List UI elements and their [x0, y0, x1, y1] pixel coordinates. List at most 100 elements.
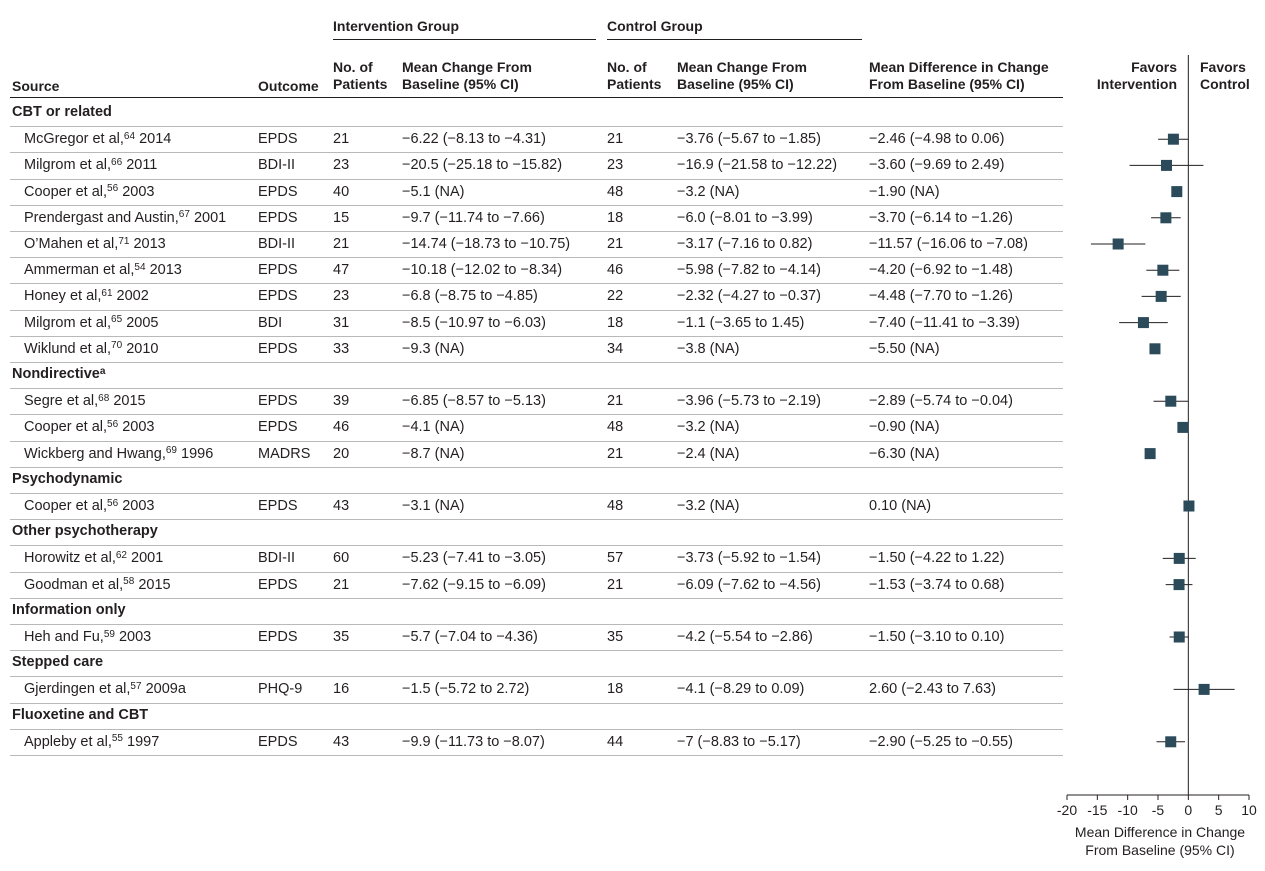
cell-mean-difference: −1.50 (−3.10 to 0.10)	[869, 629, 1005, 645]
study-author: Cooper et al,	[24, 183, 108, 200]
cell-mean-difference: −11.57 (−16.06 to −7.08)	[869, 236, 1028, 252]
cell-int-patients: 21	[333, 236, 350, 252]
cell-int-mean-change: −9.9 (−11.73 to −8.07)	[402, 733, 545, 750]
study-reference: 57	[130, 680, 142, 692]
cell-mean-difference: −1.90 (NA)	[869, 183, 940, 200]
cell-source: Cooper et al,56 2003	[24, 497, 154, 515]
row-divider	[10, 335, 1063, 337]
cell-ctl-mean-change: −6.0 (−8.01 to −3.99)	[677, 209, 813, 226]
cell-mean-difference: −3.60 (−9.69 to 2.49)	[869, 157, 1005, 174]
cell-outcome: EPDS	[258, 419, 298, 436]
cell-int-patients: 35	[333, 629, 350, 645]
row-divider	[10, 204, 1063, 206]
study-author: Cooper et al,	[24, 498, 108, 514]
row-divider	[10, 414, 1063, 416]
effect-marker	[1157, 264, 1169, 276]
col-header-ctl-n-line2: Patients	[607, 76, 662, 92]
row-divider	[10, 571, 1063, 573]
effect-marker	[1160, 212, 1172, 224]
cell-ctl-mean-change: −4.1 (−8.29 to 0.09)	[677, 681, 805, 698]
cell-int-patients: 43	[333, 498, 350, 514]
row-divider	[10, 283, 1063, 285]
favors-control-line2: Control	[1200, 76, 1250, 92]
cell-outcome: EPDS	[258, 576, 298, 593]
cell-ctl-patients: 44	[607, 733, 624, 750]
category-name: Fluoxetine and CBT	[12, 706, 149, 723]
study-reference: 55	[111, 733, 123, 745]
effect-marker	[1177, 421, 1189, 433]
cell-int-mean-change: −5.1 (NA)	[402, 183, 465, 200]
row-divider	[10, 126, 1063, 128]
cell-mean-difference: −7.40 (−11.41 to −3.39)	[869, 314, 1020, 331]
row-divider	[10, 309, 1063, 311]
cell-ctl-mean-change: −2.4 (NA)	[677, 445, 740, 462]
study-year: 2010	[126, 340, 159, 357]
category-heading: CBT or related	[12, 103, 112, 121]
cell-int-patients: 21	[333, 131, 350, 148]
study-author: Gjerdingen et al,	[24, 681, 131, 698]
cell-mean-difference: −2.46 (−4.98 to 0.06)	[869, 131, 1005, 148]
cell-outcome: EPDS	[258, 209, 298, 226]
row-divider	[10, 231, 1063, 232]
category-heading: Nondirectivea	[12, 365, 105, 383]
cell-int-mean-change: −4.1 (NA)	[402, 419, 465, 436]
cell-ctl-mean-change: −3.2 (NA)	[677, 183, 740, 200]
cell-mean-difference: 0.10 (NA)	[869, 498, 932, 514]
col-header-int-mc-line2: Baseline (95% CI)	[402, 76, 519, 92]
study-author: Prendergast and Austin,	[24, 209, 179, 226]
study-year: 2013	[133, 236, 166, 252]
x-tick-label: -10	[1118, 802, 1138, 818]
category-heading: Psychodynamic	[12, 470, 122, 488]
cell-int-mean-change: −10.18 (−12.02 to −8.34)	[402, 262, 563, 279]
cell-int-mean-change: −1.5 (−5.72 to 2.72)	[402, 681, 530, 698]
study-year: 2001	[131, 550, 164, 567]
cell-outcome: BDI-II	[258, 550, 296, 567]
cell-outcome: EPDS	[258, 340, 298, 357]
cell-source: Wickberg and Hwang,69 1996	[24, 445, 213, 463]
cell-ctl-mean-change: −2.32 (−4.27 to −0.37)	[677, 288, 821, 305]
effect-marker	[1167, 133, 1179, 145]
cell-ctl-mean-change: −3.76 (−5.67 to −1.85)	[677, 131, 821, 148]
category-name: Nondirective	[12, 366, 100, 382]
x-axis-title-line1: Mean Difference in Change	[1074, 824, 1246, 840]
effect-marker	[1165, 395, 1177, 407]
col-header-md-line1: Mean Difference in Change	[869, 59, 1049, 75]
cell-ctl-patients: 18	[607, 681, 624, 698]
col-header-int-n-line1: No. of	[333, 59, 373, 75]
study-reference: 56	[107, 418, 119, 430]
study-author: Ammerman et al,	[24, 262, 135, 279]
cell-int-mean-change: −14.74 (−18.73 to −10.75)	[402, 236, 571, 252]
category-name: Psychodynamic	[12, 470, 123, 487]
cell-ctl-mean-change: −3.96 (−5.73 to −2.19)	[677, 393, 821, 410]
study-author: Milgrom et al,	[24, 314, 112, 331]
cell-ctl-patients: 46	[607, 262, 624, 279]
cell-ctl-mean-change: −3.2 (NA)	[677, 419, 740, 436]
cell-int-patients: 60	[333, 550, 350, 567]
cell-int-mean-change: −7.62 (−9.15 to −6.09)	[402, 576, 546, 593]
cell-ctl-patients: 18	[607, 314, 624, 331]
cell-source: Cooper et al,56 2003	[24, 418, 154, 436]
cell-outcome: EPDS	[258, 183, 298, 200]
cell-mean-difference: −4.48 (−7.70 to −1.26)	[869, 288, 1013, 305]
col-header-source: Source	[12, 78, 60, 94]
cell-ctl-mean-change: −5.98 (−7.82 to −4.14)	[677, 262, 821, 279]
cell-int-mean-change: −9.7 (−11.74 to −7.66)	[402, 209, 545, 226]
row-divider	[10, 257, 1063, 259]
effect-marker	[1183, 500, 1195, 512]
cell-mean-difference: 2.60 (−2.43 to 7.63)	[869, 681, 996, 698]
col-header-md-line2: From Baseline (95% CI)	[869, 76, 1025, 92]
cell-mean-difference: −2.90 (−5.25 to −0.55)	[869, 733, 1013, 750]
header-rule	[10, 97, 1063, 98]
cell-outcome: BDI	[258, 314, 283, 331]
col-header-ctl-n-line1: No. of	[607, 59, 647, 75]
cell-source: Ammerman et al,54 2013	[24, 261, 182, 279]
favors-intervention-line1: Favors	[1131, 59, 1177, 75]
cell-outcome: PHQ-9	[258, 681, 303, 698]
study-author: Appleby et al,	[24, 733, 112, 750]
effect-marker	[1112, 238, 1124, 250]
effect-marker	[1173, 579, 1185, 591]
cell-mean-difference: −1.53 (−3.74 to 0.68)	[869, 576, 1005, 593]
cell-int-patients: 31	[333, 314, 350, 331]
category-heading: Information only	[12, 601, 126, 619]
